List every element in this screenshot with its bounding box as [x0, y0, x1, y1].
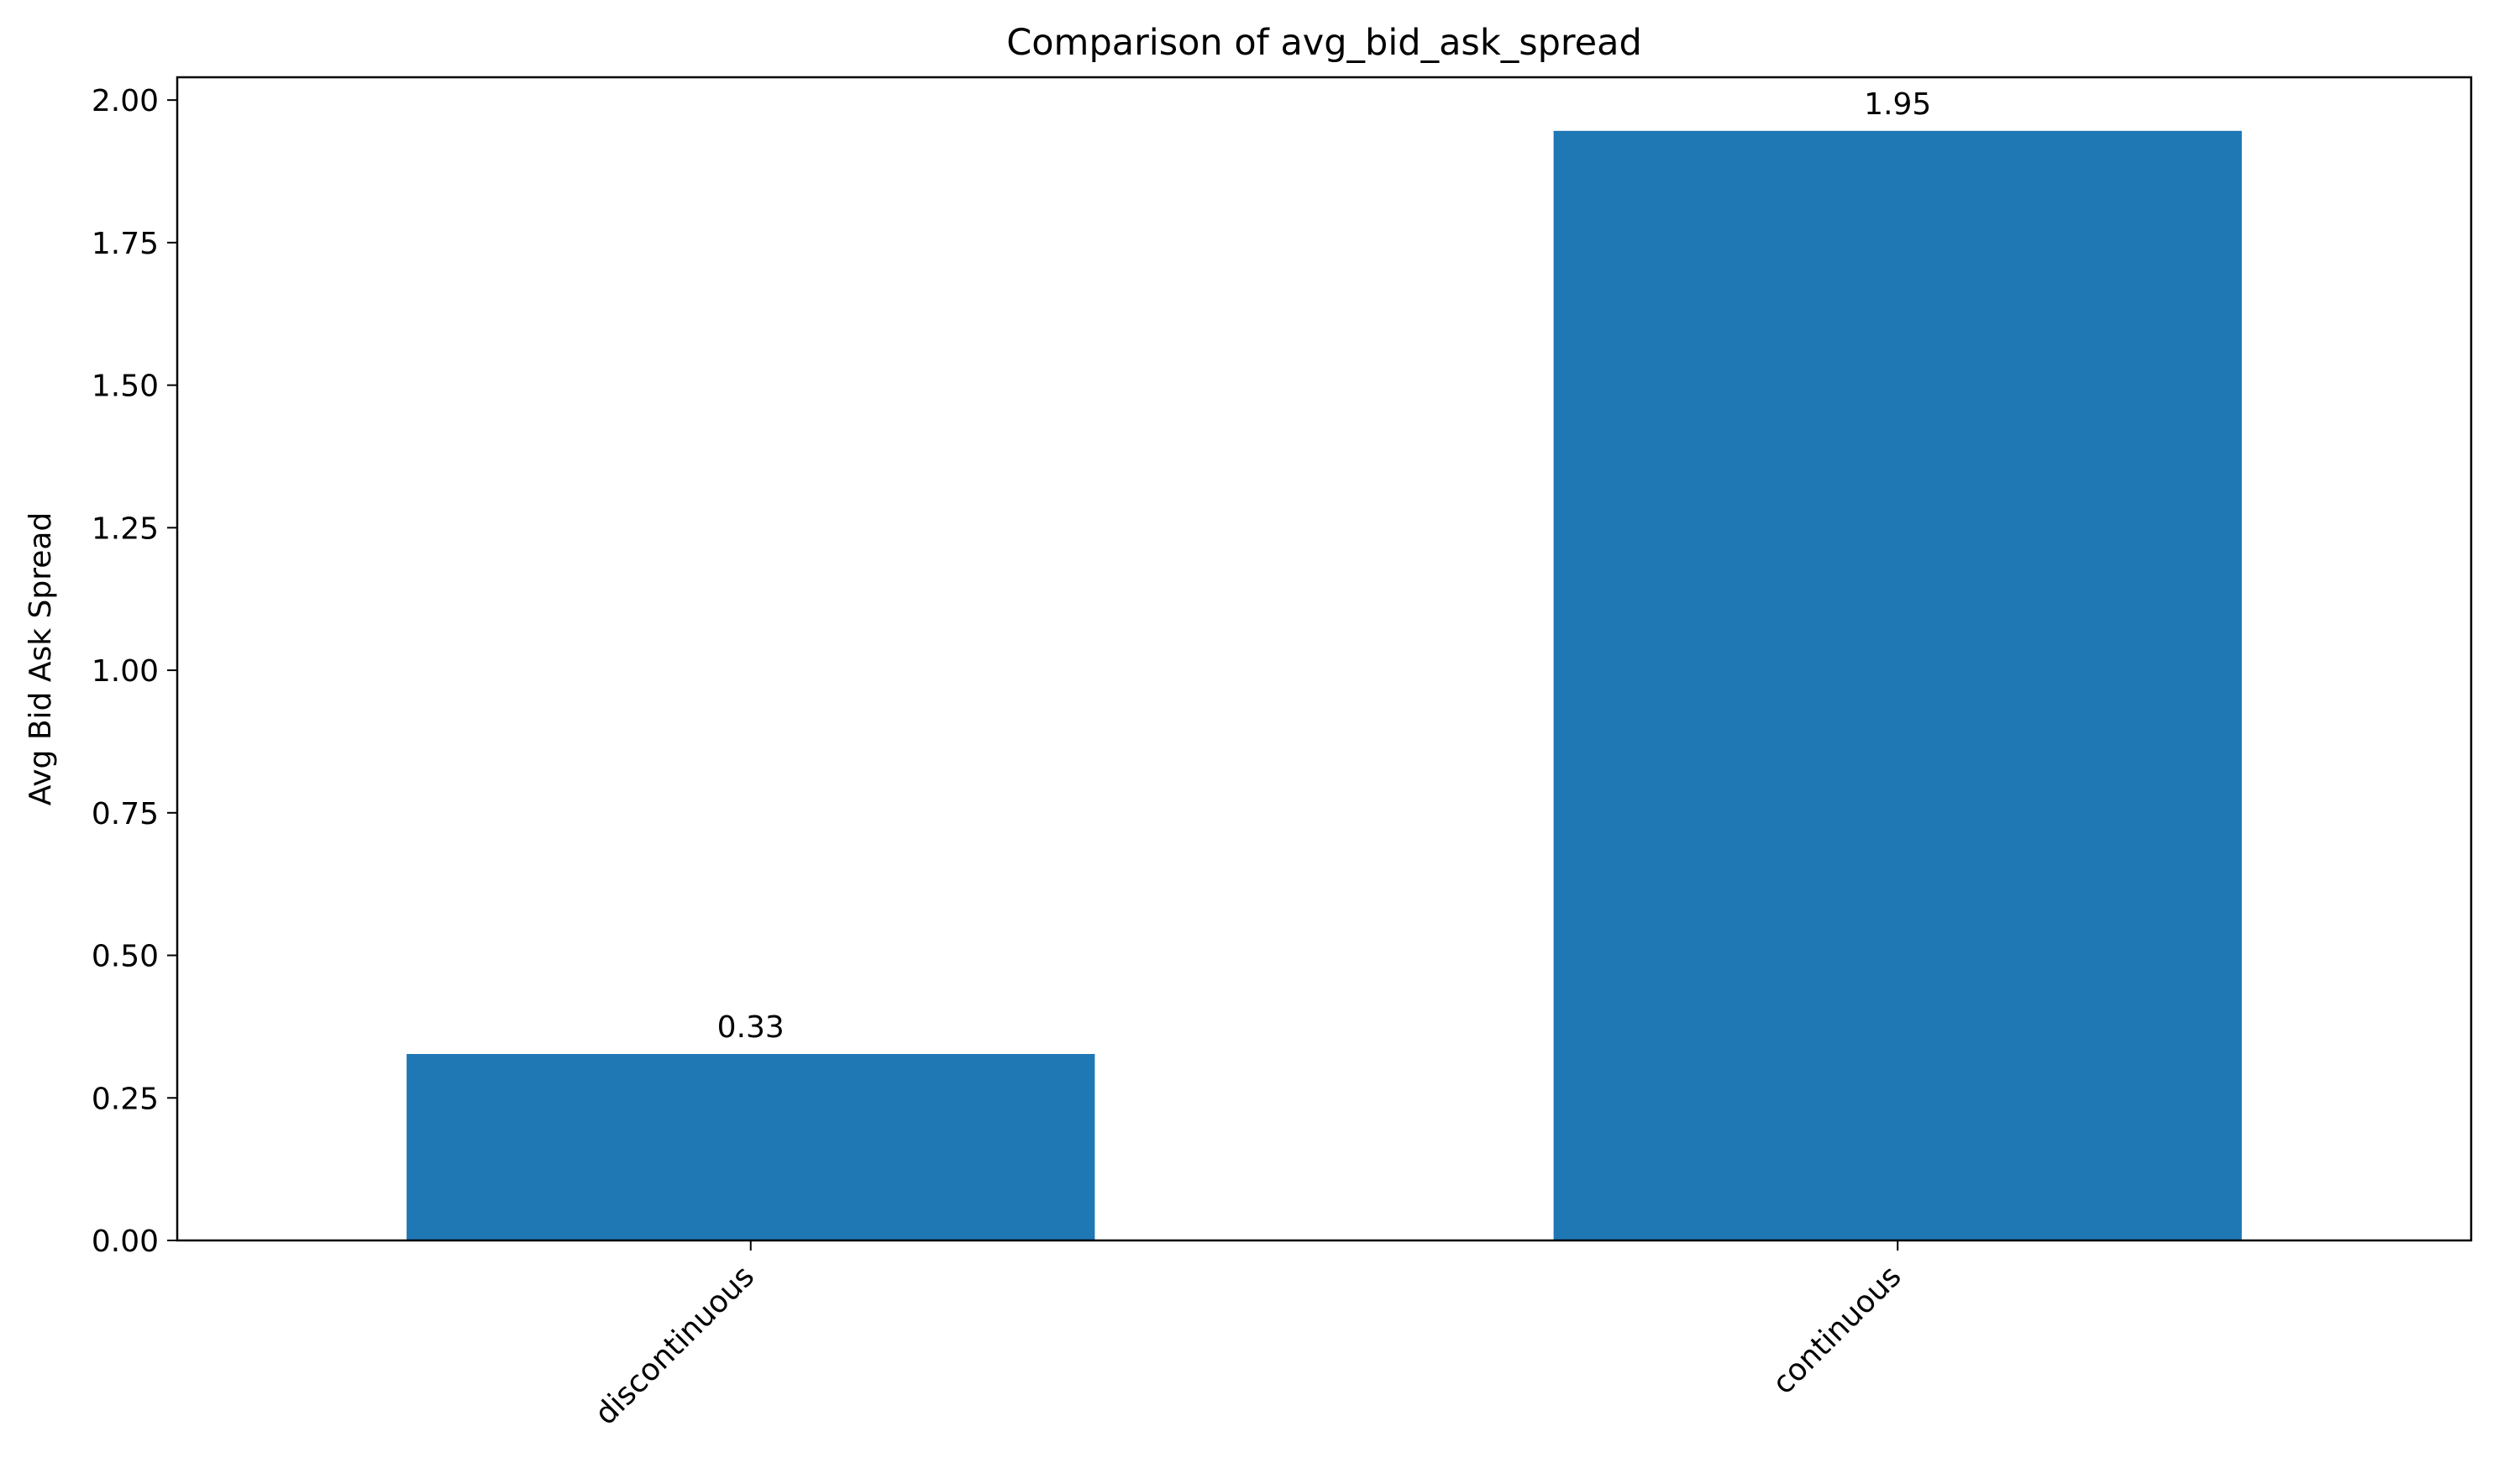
bar-value-labels: 0.33 1.95	[717, 87, 1932, 1045]
bar-value-label: 1.95	[1864, 87, 1931, 122]
y-tick-label: 1.25	[92, 511, 159, 546]
y-tick-label: 0.50	[92, 940, 159, 974]
bar-continuous	[1553, 130, 2242, 1241]
y-tick-label: 1.00	[92, 654, 159, 689]
bars	[407, 130, 2242, 1241]
plot-area-frame	[176, 76, 2473, 1242]
y-tick-label: 0.75	[92, 797, 159, 831]
bar-value-label: 0.33	[717, 1010, 785, 1045]
y-axis-title: Avg Bid Ask Spread	[24, 512, 58, 806]
y-tick-label: 2.00	[92, 84, 159, 118]
bar-discontinuous	[407, 1053, 1095, 1240]
chart-title: Comparison of avg_bid_ask_spread	[1006, 22, 1642, 64]
y-axis-ticks: 0.00 0.25 0.50 0.75 1.00 1.25 1.50 1.75 2.00	[92, 84, 177, 1259]
y-tick-label: 0.25	[92, 1082, 159, 1116]
y-tick-label: 0.00	[92, 1224, 159, 1259]
y-tick-label: 1.75	[92, 227, 159, 261]
y-tick-label: 1.50	[92, 370, 159, 404]
